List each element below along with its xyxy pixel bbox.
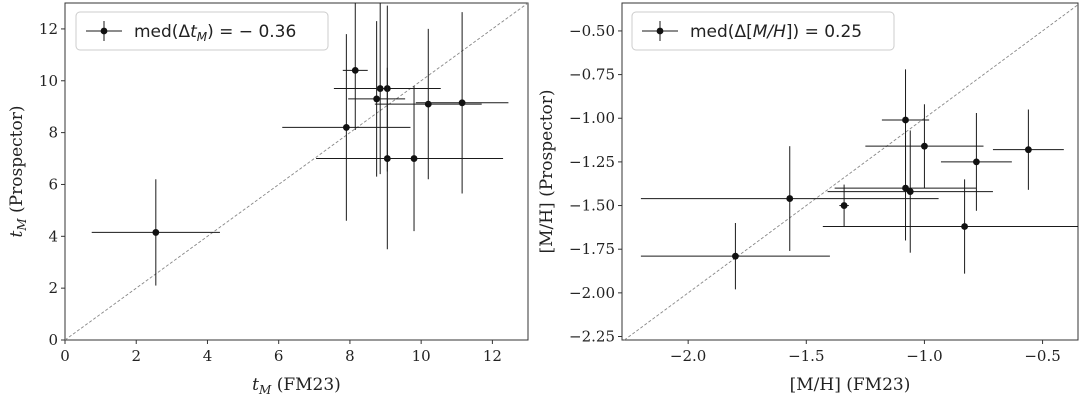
x-tick-label: 8 bbox=[345, 347, 355, 365]
x-tick-label: 4 bbox=[203, 347, 213, 365]
axes-frame bbox=[64, 2, 529, 341]
legend-label-suffix: ) = − 0.36 bbox=[207, 22, 296, 42]
data-point-4 bbox=[348, 21, 406, 177]
legend-box bbox=[75, 11, 329, 51]
x-tick-label: −2.0 bbox=[670, 347, 706, 365]
x-tick-label: 12 bbox=[483, 347, 502, 365]
point-marker bbox=[152, 229, 160, 236]
panel-mh: −2.0 −1.5 −1.0 −0.5 −2.25 −2.00 −1.75 −1.50 −1.2… bbox=[537, 2, 1079, 395]
axes-frame bbox=[621, 2, 1079, 341]
data-point-3 bbox=[342, 3, 368, 131]
legend-label-subscript: M bbox=[197, 30, 208, 44]
legend-label-symbol: t bbox=[190, 22, 198, 42]
data-point-10 bbox=[992, 109, 1064, 190]
point-marker bbox=[410, 155, 418, 162]
x-axis-label: [M/H] (FM23) bbox=[790, 375, 911, 395]
legend-label: med(ΔtM) = − 0.36 bbox=[134, 22, 296, 44]
x-tick-label: −1.5 bbox=[788, 347, 824, 365]
x-tick-label: 6 bbox=[274, 347, 284, 365]
data-point-2 bbox=[640, 146, 939, 251]
y-axis-label-symbol: t bbox=[7, 231, 27, 238]
y-tick-label: 10 bbox=[39, 72, 58, 90]
legend-marker bbox=[656, 27, 664, 35]
y-axis-label: tM (Prospector) bbox=[7, 106, 29, 238]
legend-label-suffix: ]) = 0.25 bbox=[786, 22, 862, 42]
one-to-one-line bbox=[624, 4, 1079, 341]
data-point-5 bbox=[834, 135, 977, 241]
point-marker bbox=[921, 142, 928, 150]
legend-label-prefix: med(Δ bbox=[134, 22, 190, 42]
data-point-9 bbox=[940, 113, 1012, 211]
y-tick-label: −2.25 bbox=[569, 328, 615, 346]
legend-marker bbox=[100, 27, 108, 35]
point-marker bbox=[1024, 146, 1032, 154]
y-tick-label: −1.00 bbox=[569, 109, 615, 127]
data-point-2 bbox=[282, 34, 411, 221]
legend: med(ΔtM) = − 0.36 bbox=[75, 11, 329, 51]
y-tick-label: −1.75 bbox=[569, 240, 615, 258]
point-marker bbox=[351, 67, 359, 74]
x-tick-label: 0 bbox=[60, 347, 70, 365]
y-tick-label: −0.75 bbox=[569, 66, 615, 84]
legend-label-prefix: med(Δ[ bbox=[690, 22, 753, 42]
y-tick-label: −1.50 bbox=[569, 197, 615, 215]
data-point-3 bbox=[839, 184, 849, 227]
point-marker bbox=[424, 100, 432, 108]
point-marker bbox=[342, 124, 350, 131]
data-point-1 bbox=[640, 223, 830, 290]
point-marker bbox=[732, 252, 739, 260]
point-marker bbox=[373, 95, 381, 103]
legend-label: med(Δ[M/H]) = 0.25 bbox=[690, 22, 862, 42]
legend: med(Δ[M/H]) = 0.25 bbox=[631, 11, 895, 51]
point-marker bbox=[458, 99, 466, 107]
legend-box bbox=[631, 11, 895, 51]
data-point-8 bbox=[324, 85, 504, 232]
y-tick-label: 8 bbox=[48, 124, 58, 142]
x-axis-label-symbol: t bbox=[252, 375, 259, 395]
x-tick-label: −1.0 bbox=[906, 347, 942, 365]
data-point-9 bbox=[374, 28, 482, 180]
data-point-1 bbox=[91, 179, 220, 286]
one-to-one-line bbox=[64, 2, 529, 341]
x-axis-label-text: (FM23) bbox=[271, 375, 341, 395]
point-marker bbox=[902, 184, 909, 192]
legend-label-symbol: M/H bbox=[753, 22, 786, 42]
y-tick-label: −2.00 bbox=[569, 284, 615, 302]
y-tick-label: 2 bbox=[48, 279, 58, 297]
point-marker bbox=[906, 188, 914, 195]
point-marker bbox=[961, 223, 968, 230]
x-tick-label: 2 bbox=[131, 347, 141, 365]
x-tick-label: −0.5 bbox=[1024, 347, 1060, 365]
y-tick-label: 12 bbox=[39, 20, 58, 38]
y-tick-label: 0 bbox=[48, 331, 58, 349]
point-marker bbox=[902, 116, 909, 124]
data-point-10 bbox=[415, 12, 509, 194]
point-marker bbox=[786, 195, 794, 202]
y-tick-label: 6 bbox=[48, 175, 58, 193]
x-tick-label: 10 bbox=[412, 347, 431, 365]
x-axis-label: tM (FM23) bbox=[252, 375, 341, 397]
y-tick-label: 4 bbox=[48, 227, 58, 245]
y-axis-label-subscript: M bbox=[15, 218, 29, 232]
data-point-8 bbox=[822, 179, 1078, 274]
y-axis-label: [M/H] (Prospector) bbox=[537, 89, 557, 253]
data-point-6 bbox=[827, 130, 993, 253]
point-marker bbox=[973, 158, 980, 166]
y-tick-label: −0.50 bbox=[569, 22, 615, 40]
data-point-7 bbox=[865, 104, 984, 189]
x-axis-label-subscript: M bbox=[258, 383, 272, 397]
y-tick-label: −1.25 bbox=[569, 153, 615, 171]
point-marker bbox=[840, 202, 848, 209]
y-axis-label-text: (Prospector) bbox=[7, 106, 27, 219]
